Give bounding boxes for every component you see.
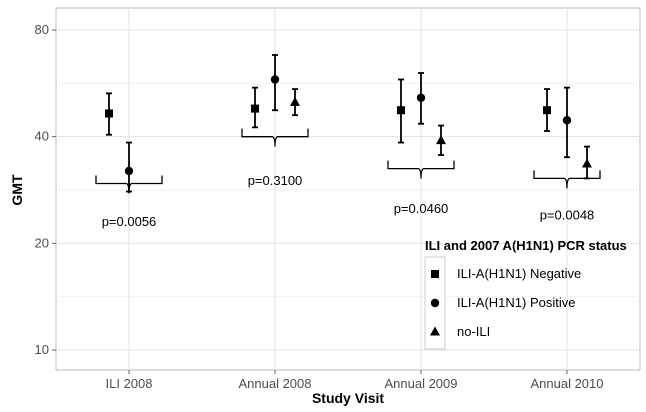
data-point-square (543, 106, 551, 115)
data-point-circle (124, 166, 134, 176)
data-point-circle (270, 75, 280, 84)
plot-panel (55, 7, 641, 371)
data-point-triangle (290, 96, 300, 106)
y-axis-title: GMT (9, 174, 25, 206)
legend: ILI and 2007 A(H1N1) PCR status ILI-A(H1… (424, 238, 627, 350)
data-point-square (251, 104, 259, 113)
data-point-triangle (436, 135, 446, 145)
x-tick-label: Annual 2008 (238, 376, 311, 391)
legend-label: no-ILI (457, 324, 490, 339)
x-tick-label: Annual 2010 (530, 376, 603, 391)
p-value-annotations: p=0.0056 p=0.3100 p=0.0460 p=0.0048 (95, 128, 601, 229)
data-point-circle (562, 116, 572, 125)
x-axis-title: Study Visit (312, 390, 384, 406)
legend-label: ILI-A(H1N1) Positive (457, 295, 575, 310)
p-value-label: p=0.0460 (394, 201, 449, 216)
y-tick-label: 10 (35, 342, 49, 357)
y-tick-label: 40 (35, 129, 49, 144)
legend-title: ILI and 2007 A(H1N1) PCR status (425, 238, 627, 253)
data-point-circle (416, 93, 426, 102)
x-tick-label: ILI 2008 (106, 376, 153, 391)
y-tick-label: 20 (35, 235, 49, 250)
legend-items: ILI-A(H1N1) Negative ILI-A(H1N1) Positive… (430, 266, 581, 339)
y-axis-ticks: 10 20 40 80 (35, 22, 56, 357)
x-tick-label: Annual 2009 (384, 376, 457, 391)
p-value-label: p=0.0056 (102, 214, 157, 229)
legend-key-square (431, 270, 439, 278)
data-point-square (105, 109, 113, 118)
p-value-label: p=0.3100 (248, 173, 303, 188)
grid (56, 8, 640, 370)
legend-label: ILI-A(H1N1) Negative (457, 266, 581, 281)
legend-key-circle (430, 298, 440, 308)
p-value-label: p=0.0048 (540, 207, 595, 222)
data-point-triangle (582, 158, 592, 168)
y-tick-label: 80 (35, 22, 49, 37)
data-point-square (397, 106, 405, 115)
data-marks (105, 54, 592, 193)
legend-key-triangle (430, 326, 440, 336)
x-axis-ticks: ILI 2008 Annual 2008 Annual 2009 Annual 201… (106, 370, 604, 391)
